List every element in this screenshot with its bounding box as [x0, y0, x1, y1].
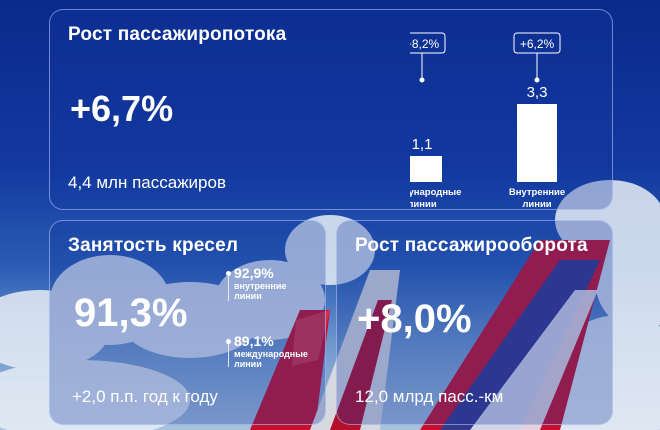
aircraft-tail-right: [420, 240, 610, 430]
dom-category-label-2: линии: [522, 199, 551, 210]
dom-connector-dot: [534, 77, 540, 83]
dom-bar: [517, 104, 557, 182]
dom-value-label: 3,3: [527, 84, 548, 101]
domestic-marker-dot: [226, 271, 231, 276]
intl-value-label: 1,1: [412, 136, 433, 153]
international-occupancy: 89,1% международные линии: [234, 333, 308, 369]
dom-category-label-1: Внутренние: [509, 187, 565, 198]
domestic-occupancy: 92,9% внутренние линии: [234, 265, 286, 301]
international-marker-dot: [226, 339, 231, 344]
seat-occupancy-card: Занятость кресел 91,3% +2,0 п.п. год к г…: [49, 220, 326, 425]
intl-bar: [410, 156, 442, 182]
seat-occupancy-change: +2,0 п.п. год к году: [72, 387, 218, 406]
seat-occupancy-value: 91,3%: [74, 291, 188, 335]
domestic-occupancy-label-2: линии: [234, 291, 262, 301]
intl-group: +8,2% 1,1 Международные линии: [410, 32, 461, 210]
passenger-growth-value: +6,7%: [70, 88, 174, 129]
domestic-occupancy-value: 92,9%: [234, 265, 274, 281]
dom-group: +6,2% 3,3 Внутренние линии: [509, 32, 565, 210]
international-occupancy-value: 89,1%: [234, 333, 274, 349]
domestic-occupancy-label-1: внутренние: [234, 281, 287, 291]
domestic-marker-line: [228, 275, 229, 301]
passenger-growth-card: Рост пассажиропотока +6,7% 4,4 млн пасса…: [49, 9, 613, 210]
international-occupancy-label-1: международные: [234, 349, 308, 359]
passenger-growth-title: Рост пассажиропотока: [68, 24, 287, 45]
aircraft-tail-center: [310, 270, 400, 430]
aircraft-tail-left: [250, 310, 330, 430]
intl-connector-dot: [419, 77, 425, 83]
passenger-count: 4,4 млн пассажиров: [68, 173, 226, 192]
international-occupancy-label-2: линии: [234, 359, 262, 369]
passenger-turnover-card: Рост пассажирооборота +8,0% 12,0 млрд па…: [336, 220, 613, 425]
intl-growth-label: +8,2%: [410, 37, 440, 51]
intl-category-label-1: Международные: [410, 187, 461, 198]
dom-growth-label: +6,2%: [520, 37, 555, 51]
intl-category-label-2: линии: [410, 199, 437, 210]
international-marker-line: [228, 343, 229, 367]
passenger-turnover-value: +8,0%: [357, 297, 472, 341]
passenger-turnover-volume: 12,0 млрд пасс.-км: [355, 387, 504, 406]
passenger-split-chart: +8,2% 1,1 Международные линии +6,2% 3,3 …: [410, 32, 565, 210]
seat-occupancy-title: Занятость кресел: [68, 235, 239, 256]
passenger-turnover-title: Рост пассажирооборота: [355, 235, 588, 256]
